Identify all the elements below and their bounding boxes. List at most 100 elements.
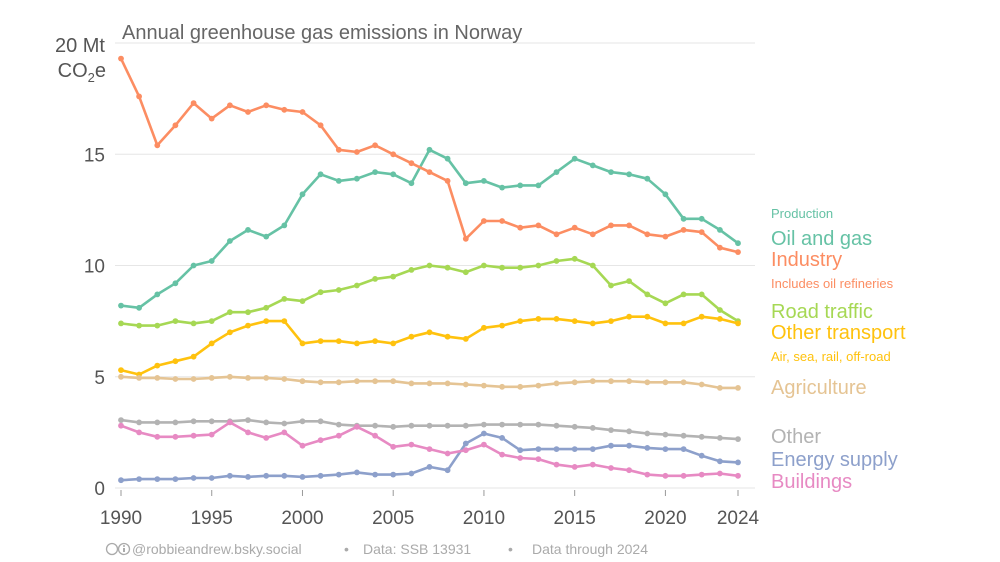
data-point-other bbox=[154, 419, 161, 426]
data-point-energy bbox=[626, 442, 632, 449]
series-line-industry bbox=[119, 57, 740, 254]
data-point-road bbox=[462, 269, 469, 276]
data-point-other_transport bbox=[372, 338, 378, 344]
series-road bbox=[118, 255, 741, 329]
data-point-oil_gas bbox=[698, 215, 705, 222]
data-point-other bbox=[735, 436, 741, 442]
data-point-agriculture bbox=[317, 379, 324, 386]
data-point-road bbox=[517, 264, 524, 271]
data-point-energy bbox=[589, 446, 596, 452]
data-point-energy bbox=[698, 452, 705, 459]
data-point-agriculture bbox=[354, 378, 360, 385]
data-point-buildings bbox=[698, 471, 705, 478]
data-point-other bbox=[517, 421, 524, 428]
data-point-other bbox=[172, 419, 179, 426]
data-point-energy bbox=[390, 471, 397, 478]
data-point-energy bbox=[462, 440, 469, 447]
data-point-road bbox=[154, 322, 161, 329]
data-point-agriculture bbox=[372, 378, 378, 385]
data-point-oil_gas bbox=[208, 258, 215, 264]
data-point-other_transport bbox=[517, 318, 524, 324]
data-point-other bbox=[299, 418, 306, 425]
data-point-industry bbox=[263, 102, 270, 109]
data-point-other bbox=[335, 421, 342, 428]
data-point-industry bbox=[608, 222, 614, 229]
data-point-energy bbox=[372, 471, 378, 478]
data-point-buildings bbox=[390, 443, 397, 450]
data-point-other_transport bbox=[118, 367, 124, 373]
series-oil_gas bbox=[118, 146, 741, 311]
footer-credit[interactable]: @robbieandrew.bsky.social bbox=[132, 541, 302, 557]
data-point-agriculture bbox=[608, 378, 614, 385]
data-point-road bbox=[626, 278, 632, 284]
data-point-oil_gas bbox=[517, 182, 524, 189]
data-point-industry bbox=[118, 55, 124, 62]
data-point-buildings bbox=[517, 455, 524, 461]
data-point-other bbox=[317, 418, 324, 425]
data-point-buildings bbox=[317, 437, 324, 444]
legend-oil-gas: Oil and gas bbox=[771, 228, 872, 250]
data-point-industry bbox=[735, 249, 741, 256]
data-point-buildings bbox=[227, 419, 233, 426]
footer: @robbieandrew.bsky.social • Data: SSB 13… bbox=[105, 541, 648, 557]
data-point-energy bbox=[190, 475, 197, 481]
data-point-other bbox=[535, 421, 542, 428]
legend-buildings: Buildings bbox=[771, 471, 852, 493]
legend-group-production: Production bbox=[771, 206, 833, 221]
data-point-road bbox=[372, 276, 378, 282]
data-point-industry bbox=[154, 142, 161, 149]
data-point-road bbox=[208, 318, 215, 324]
data-point-industry bbox=[517, 224, 524, 231]
data-point-road bbox=[335, 287, 342, 293]
data-point-agriculture bbox=[644, 379, 651, 386]
data-point-other bbox=[462, 422, 469, 429]
data-point-oil_gas bbox=[245, 227, 251, 233]
data-point-road bbox=[589, 262, 596, 269]
data-point-other bbox=[372, 422, 378, 429]
y-unit-line1: 20 Mt bbox=[55, 35, 105, 57]
data-point-road bbox=[481, 262, 487, 269]
y-axis-ticks: 0 5 10 15 bbox=[84, 145, 105, 500]
data-point-industry bbox=[372, 142, 378, 149]
data-point-road bbox=[299, 298, 306, 304]
y-unit-e: e bbox=[95, 60, 106, 82]
legend-road-traffic: Road traffic bbox=[771, 301, 873, 323]
data-point-industry bbox=[626, 222, 632, 229]
data-point-other_transport bbox=[227, 329, 233, 336]
data-point-buildings bbox=[354, 423, 360, 430]
data-point-oil_gas bbox=[190, 262, 197, 269]
data-point-oil_gas bbox=[662, 191, 669, 198]
data-point-buildings bbox=[662, 472, 669, 479]
data-point-oil_gas bbox=[136, 304, 143, 311]
data-point-industry bbox=[589, 231, 596, 238]
data-point-oil_gas bbox=[717, 227, 723, 233]
data-point-energy bbox=[281, 472, 288, 479]
data-point-road bbox=[698, 291, 705, 298]
data-point-oil_gas bbox=[390, 171, 397, 178]
data-point-other_transport bbox=[626, 313, 632, 320]
data-point-agriculture bbox=[154, 375, 161, 381]
data-point-buildings bbox=[172, 433, 179, 440]
data-point-other bbox=[680, 432, 687, 439]
data-point-other_transport bbox=[680, 320, 687, 327]
data-point-other_transport bbox=[735, 320, 741, 327]
data-point-road bbox=[444, 264, 451, 271]
data-point-agriculture bbox=[281, 376, 288, 382]
data-point-road bbox=[354, 282, 360, 289]
data-point-energy bbox=[517, 447, 524, 454]
legend-industry-note: Includes oil refineries bbox=[771, 276, 894, 291]
data-point-road bbox=[317, 289, 324, 296]
data-point-other_transport bbox=[317, 338, 324, 344]
data-point-other bbox=[390, 423, 397, 430]
x-tick-label: 2010 bbox=[463, 508, 505, 529]
creative-commons-icon bbox=[105, 542, 131, 556]
data-point-other bbox=[589, 425, 596, 431]
data-point-other bbox=[608, 427, 614, 433]
data-point-industry bbox=[481, 218, 487, 224]
data-point-industry bbox=[335, 146, 342, 153]
data-point-other bbox=[208, 418, 215, 425]
data-point-industry bbox=[662, 233, 669, 240]
data-point-agriculture bbox=[571, 379, 578, 386]
data-point-oil_gas bbox=[118, 302, 124, 309]
